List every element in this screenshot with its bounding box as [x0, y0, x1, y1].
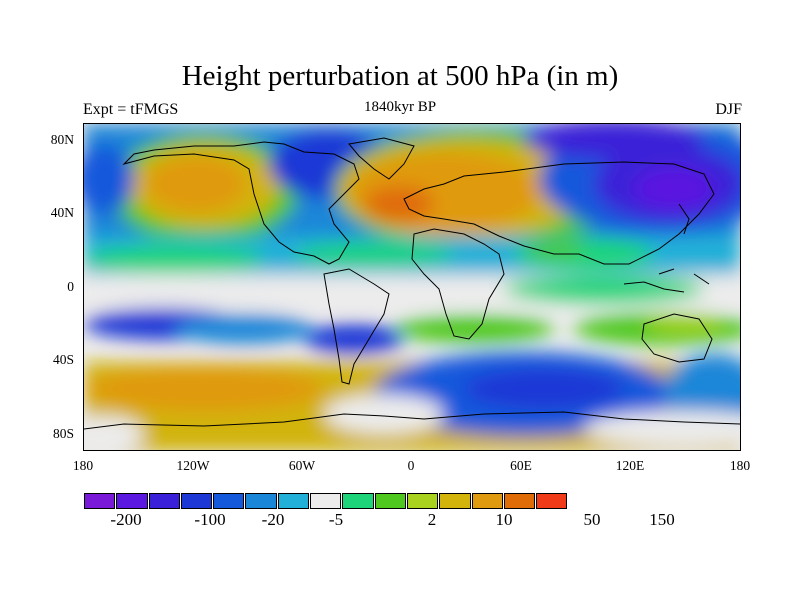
- colorbar-box: [245, 493, 277, 509]
- colorbar-box: [84, 493, 116, 509]
- colorbar: [84, 493, 568, 509]
- pacific-high: [146, 156, 246, 212]
- southern-ocean-core: [464, 369, 624, 409]
- colorbar-box: [536, 493, 568, 509]
- colorbar-box: [213, 493, 245, 509]
- period-label: 1840kyr BP: [363, 99, 437, 115]
- lat-label-eq: 0: [67, 279, 74, 294]
- colorbar-label: -5: [328, 510, 344, 529]
- greenland-coast: [348, 137, 415, 180]
- colorbar-box: [374, 493, 406, 509]
- colorbar-label: -100: [194, 510, 226, 529]
- colorbar-box: [503, 493, 536, 509]
- season-label: DJF: [715, 101, 742, 118]
- lat-label-40n: 40N: [50, 205, 74, 220]
- map-panel: [83, 123, 741, 451]
- colorbar-box: [148, 493, 180, 509]
- lon-label-0: 0: [407, 458, 415, 473]
- south-pacific-high: [84, 367, 324, 411]
- colorbar-box: [342, 493, 374, 509]
- indonesia-coast: [623, 268, 710, 293]
- australia-coast: [641, 313, 713, 363]
- east-pacific-green: [84, 245, 264, 273]
- experiment-label: Expt = tFMGS: [83, 101, 179, 118]
- colorbar-box: [277, 493, 310, 509]
- colorbar-label: 10: [495, 510, 513, 529]
- lat-label-80s: 80S: [52, 426, 74, 441]
- colorbar-box: [471, 493, 503, 509]
- lon-label-120w: 120W: [176, 458, 210, 473]
- west-pacific-low: [84, 144, 134, 214]
- lat-label-80n: 80N: [50, 132, 74, 147]
- colorbar-box: [406, 493, 439, 509]
- japan-coast: [678, 203, 690, 235]
- contour-map: [84, 124, 740, 450]
- south-atlantic-neutral: [324, 394, 444, 434]
- lon-label-60e: 60E: [510, 458, 532, 473]
- north-america-coast: [122, 141, 360, 265]
- africa-coast: [411, 228, 505, 340]
- australia-yellow: [644, 316, 724, 332]
- colorbar-label: -200: [110, 510, 142, 529]
- siberia-low: [524, 124, 704, 159]
- coastlines: [84, 137, 740, 430]
- india-green: [524, 241, 584, 257]
- asia-low: [634, 167, 714, 211]
- lon-label-180e: 180: [729, 458, 751, 473]
- colorbar-label: 50: [583, 510, 601, 529]
- chart-title: Height perturbation at 500 hPa (in m): [181, 60, 619, 92]
- colorbar-box: [310, 493, 342, 509]
- lon-label-180w: 180: [72, 458, 94, 473]
- colorbar-label: -20: [261, 510, 285, 529]
- eurasia-coast: [403, 161, 715, 265]
- lon-label-60w: 60W: [288, 458, 316, 473]
- atlantic-green: [294, 242, 454, 266]
- colorbar-box: [180, 493, 213, 509]
- south-pacific-low-b: [174, 314, 314, 344]
- contour-fields: [84, 124, 740, 450]
- colorbar-box: [116, 493, 148, 509]
- tropical-indian-green: [504, 275, 704, 303]
- colorbar-box: [439, 493, 471, 509]
- colorbar-label: 2: [427, 510, 437, 529]
- lat-label-40s: 40S: [52, 352, 74, 367]
- south-america-coast: [323, 268, 390, 385]
- colorbar-label: 150: [649, 510, 675, 529]
- south-indian-green-a: [394, 315, 554, 343]
- south-atlantic-low: [304, 324, 404, 354]
- antarctic-neutral: [584, 411, 740, 447]
- lon-label-120e: 120E: [615, 458, 645, 473]
- europe-core: [364, 186, 434, 222]
- antarctica-coast: [84, 411, 740, 430]
